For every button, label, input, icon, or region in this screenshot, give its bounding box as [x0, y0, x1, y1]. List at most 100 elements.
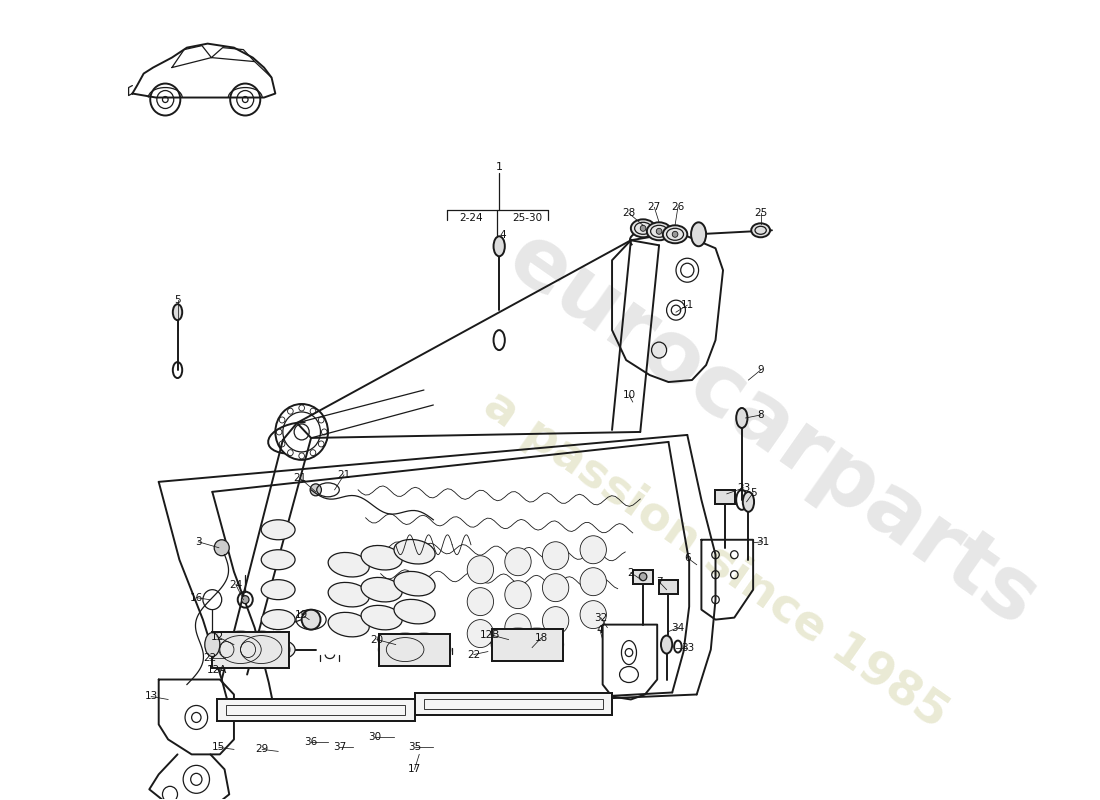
Ellipse shape	[394, 599, 436, 624]
Text: 10: 10	[623, 390, 636, 400]
Circle shape	[505, 614, 531, 642]
Circle shape	[468, 620, 494, 647]
Text: 31: 31	[756, 537, 769, 546]
Text: 13: 13	[144, 691, 157, 702]
Circle shape	[672, 231, 678, 238]
Ellipse shape	[173, 304, 183, 320]
Text: 27: 27	[648, 202, 661, 212]
Bar	[632, 570, 653, 584]
Ellipse shape	[361, 606, 403, 630]
Text: 4: 4	[499, 230, 506, 240]
Ellipse shape	[261, 580, 295, 600]
Ellipse shape	[394, 571, 436, 596]
Circle shape	[640, 226, 646, 231]
Ellipse shape	[751, 223, 770, 238]
Text: 22: 22	[202, 653, 216, 662]
Circle shape	[468, 556, 494, 584]
Text: 32: 32	[594, 613, 607, 622]
Ellipse shape	[205, 633, 220, 657]
Text: a passion since 1985: a passion since 1985	[475, 382, 956, 738]
Text: 29: 29	[255, 744, 268, 754]
Bar	[378, 634, 450, 666]
Text: 15: 15	[212, 742, 226, 752]
Text: 21: 21	[294, 473, 307, 483]
Bar	[715, 490, 735, 504]
Circle shape	[505, 548, 531, 576]
Ellipse shape	[691, 222, 706, 246]
Circle shape	[214, 540, 229, 556]
Ellipse shape	[361, 546, 403, 570]
Text: 24: 24	[229, 580, 242, 590]
Ellipse shape	[212, 631, 268, 667]
Ellipse shape	[736, 408, 748, 428]
Bar	[415, 694, 612, 715]
Text: 1: 1	[496, 162, 503, 173]
Text: 11: 11	[681, 300, 694, 310]
Bar	[715, 490, 735, 504]
Bar	[212, 631, 289, 667]
Text: 20: 20	[371, 634, 384, 645]
Circle shape	[310, 484, 321, 496]
Text: 28: 28	[623, 208, 636, 218]
Text: 2: 2	[627, 568, 635, 578]
Bar	[659, 580, 678, 594]
Circle shape	[242, 596, 249, 604]
Bar	[659, 580, 678, 594]
Text: 37: 37	[332, 742, 345, 752]
Ellipse shape	[328, 553, 370, 577]
Text: 25: 25	[754, 208, 768, 218]
Bar	[415, 694, 612, 715]
Circle shape	[301, 610, 320, 630]
Ellipse shape	[742, 492, 755, 512]
Ellipse shape	[361, 578, 403, 602]
Text: 34: 34	[671, 622, 684, 633]
Ellipse shape	[394, 539, 436, 564]
Ellipse shape	[492, 629, 544, 661]
Ellipse shape	[510, 629, 563, 661]
Bar	[217, 699, 415, 722]
Ellipse shape	[233, 631, 289, 667]
Bar	[378, 634, 450, 666]
Ellipse shape	[261, 550, 295, 570]
Ellipse shape	[328, 582, 370, 607]
Ellipse shape	[261, 639, 295, 659]
Ellipse shape	[328, 612, 370, 637]
Bar	[424, 699, 603, 710]
Circle shape	[580, 568, 606, 596]
Text: 19: 19	[295, 610, 308, 620]
Bar	[227, 706, 405, 715]
Text: 4: 4	[596, 625, 603, 634]
Text: 7: 7	[656, 577, 662, 586]
Circle shape	[580, 536, 606, 564]
Text: 25-30: 25-30	[513, 214, 542, 223]
Text: 12B: 12B	[480, 630, 501, 639]
Ellipse shape	[261, 610, 295, 630]
Ellipse shape	[631, 219, 656, 238]
Circle shape	[542, 542, 569, 570]
Circle shape	[468, 588, 494, 616]
Circle shape	[580, 601, 606, 629]
Text: 21: 21	[338, 470, 351, 480]
Bar	[632, 570, 653, 584]
Text: 16: 16	[189, 593, 204, 602]
Text: 36: 36	[305, 738, 318, 747]
Text: 30: 30	[368, 733, 382, 742]
Text: 5: 5	[174, 295, 180, 305]
Text: 8: 8	[757, 410, 764, 420]
Text: 18: 18	[535, 633, 548, 642]
Text: 33: 33	[681, 642, 694, 653]
Circle shape	[542, 606, 569, 634]
Text: 35: 35	[408, 742, 421, 752]
Circle shape	[657, 228, 662, 234]
Ellipse shape	[494, 236, 505, 256]
Bar	[492, 629, 563, 661]
Text: 26: 26	[671, 202, 684, 212]
Text: 22: 22	[468, 650, 481, 659]
Text: 3: 3	[195, 537, 201, 546]
Ellipse shape	[261, 520, 295, 540]
Bar	[217, 699, 415, 722]
Ellipse shape	[663, 226, 688, 243]
Circle shape	[542, 574, 569, 602]
Text: 2-24: 2-24	[459, 214, 483, 223]
Text: 6: 6	[684, 553, 691, 562]
